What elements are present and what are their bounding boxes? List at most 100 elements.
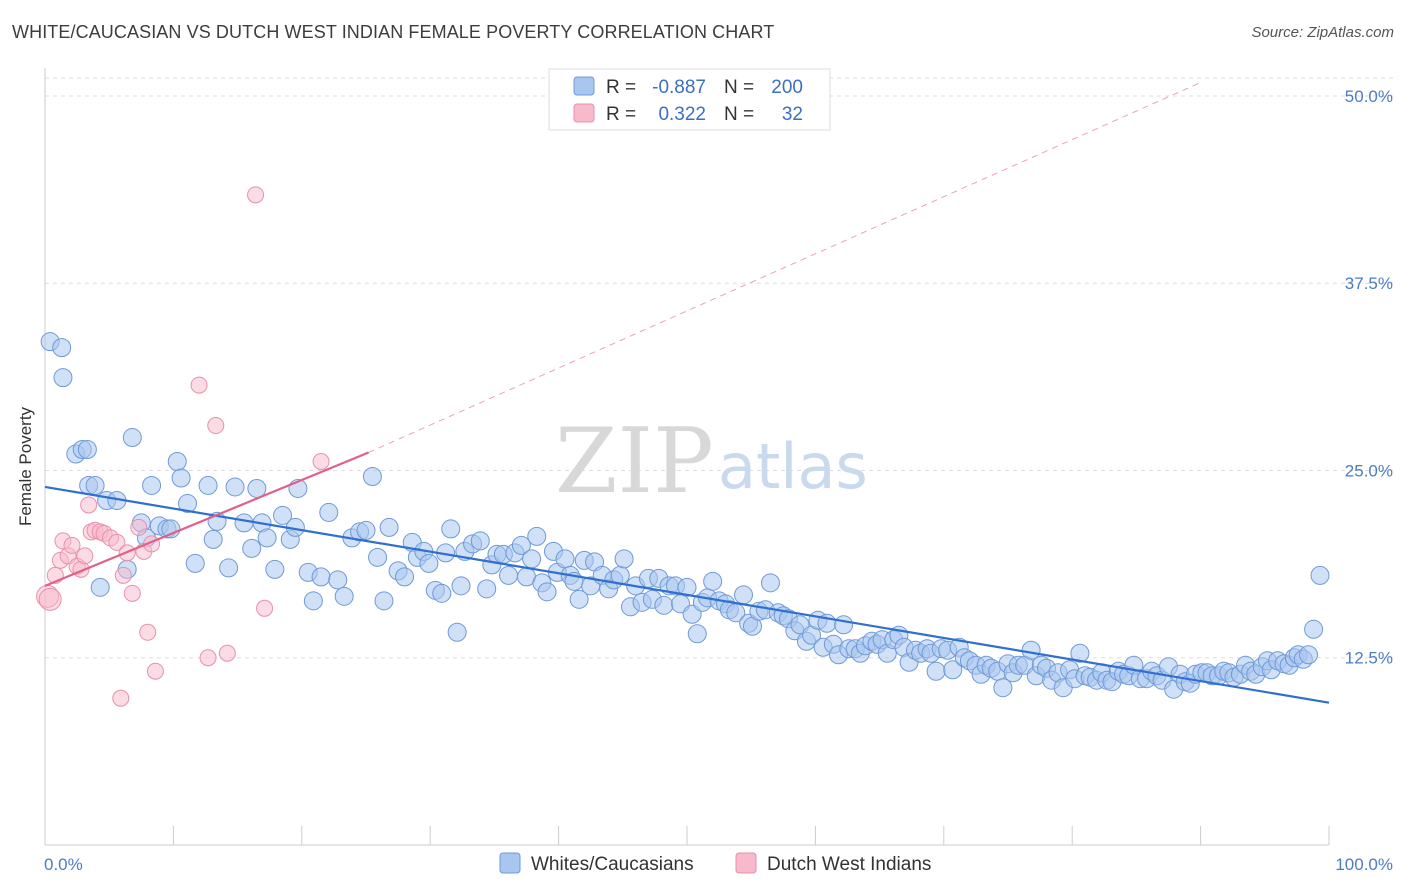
whites-point-46 xyxy=(356,520,376,540)
legend-n-label-pink: N = xyxy=(724,104,754,125)
whites-point-98 xyxy=(654,595,674,615)
whites-point-217 xyxy=(1310,565,1330,585)
dutch-point-28 xyxy=(207,417,225,435)
whites-point-173 xyxy=(1070,643,1090,663)
whites-point-56 xyxy=(419,553,439,573)
whites-point-159 xyxy=(993,678,1013,698)
whites-point-112 xyxy=(733,585,753,605)
whites-point-15 xyxy=(142,475,162,495)
legend-swatch-blue xyxy=(573,76,595,96)
dutch-trend-line xyxy=(44,451,369,587)
whites-point-50 xyxy=(379,517,399,537)
whites-point-22 xyxy=(185,553,205,573)
whites-point-70 xyxy=(499,565,519,585)
whites-point-26 xyxy=(219,558,239,578)
trend-lines xyxy=(44,82,1330,704)
whites-point-62 xyxy=(451,576,471,596)
legend-swatch-pink xyxy=(573,103,595,123)
dutch-point-16 xyxy=(108,533,126,551)
dutch-trend-extension xyxy=(368,82,1201,453)
dutch-point-6 xyxy=(63,536,81,554)
whites-point-12 xyxy=(122,428,142,448)
whites-point-52 xyxy=(395,567,415,587)
dutch-point-18 xyxy=(114,566,132,584)
whites-point-215 xyxy=(1298,645,1318,665)
whites-point-5 xyxy=(77,440,97,460)
whites-point-47 xyxy=(362,466,382,486)
bottom-legend: Whites/Caucasians Dutch West Indians xyxy=(499,852,931,875)
whites-point-58 xyxy=(432,583,452,603)
dutch-point-9 xyxy=(76,547,94,565)
legend-r-value-blue: -0.887 xyxy=(652,77,706,98)
whites-point-24 xyxy=(203,529,223,549)
whites-point-21 xyxy=(178,493,198,513)
whites-point-33 xyxy=(265,559,285,579)
dutch-point-20 xyxy=(123,584,141,602)
whites-point-40 xyxy=(311,567,331,587)
whites-point-130 xyxy=(834,615,854,635)
dutch-point-31 xyxy=(256,599,274,617)
whites-point-2 xyxy=(53,368,73,388)
whites-point-28 xyxy=(234,513,254,533)
whites-point-41 xyxy=(319,502,339,522)
whites-point-65 xyxy=(470,531,490,551)
y-tick-label-1: 25.0% xyxy=(1345,461,1393,480)
whites-point-80 xyxy=(555,549,575,569)
whites-trend-line xyxy=(44,485,1330,704)
dutch-point-1 xyxy=(38,587,62,611)
whites-point-102 xyxy=(677,577,697,597)
legend-box xyxy=(548,68,831,131)
whites-point-104 xyxy=(687,624,707,644)
whites-point-77 xyxy=(537,582,557,602)
bottom-legend-label-whites: Whites/Caucasians xyxy=(531,854,694,875)
whites-point-23 xyxy=(198,475,218,495)
x-tick-label-0: 0.0% xyxy=(44,855,83,874)
source-label: Source: ZipAtlas.com xyxy=(1251,24,1394,41)
whites-point-29 xyxy=(242,538,262,558)
watermark: ZIP atlas xyxy=(555,409,868,514)
whites-point-164 xyxy=(1021,640,1041,660)
dutch-point-10 xyxy=(80,496,98,514)
whites-point-83 xyxy=(569,589,589,609)
whites-point-42 xyxy=(328,570,348,590)
dutch-point-27 xyxy=(199,649,217,667)
whites-point-75 xyxy=(527,526,547,546)
whites-point-150 xyxy=(943,660,963,680)
whites-point-18 xyxy=(161,519,181,539)
whites-point-49 xyxy=(374,591,394,611)
y-tick-label-2: 37.5% xyxy=(1345,274,1393,293)
dutch-point-29 xyxy=(218,644,236,662)
whites-point-48 xyxy=(368,547,388,567)
whites-point-19 xyxy=(167,452,187,471)
x-tick-label-1: 100.0% xyxy=(1335,855,1393,874)
chart-title: WHITE/CAUCASIAN VS DUTCH WEST INDIAN FEM… xyxy=(12,22,775,42)
whites-point-72 xyxy=(511,535,531,555)
whites-point-39 xyxy=(303,591,323,611)
whites-point-91 xyxy=(614,549,634,569)
series-whites-points xyxy=(40,332,1330,699)
whites-point-117 xyxy=(760,573,780,593)
dutch-point-17 xyxy=(112,689,130,707)
legend-r-value-pink: 0.322 xyxy=(658,104,706,125)
whites-point-216 xyxy=(1304,619,1324,639)
whites-point-1 xyxy=(52,338,72,358)
axes xyxy=(44,68,1330,846)
legend: R = -0.887 N = 200 R = 0.322 N = 32 xyxy=(548,68,831,131)
whites-point-34 xyxy=(273,505,293,525)
whites-point-20 xyxy=(171,468,191,488)
y-tick-labels: 12.5% 25.0% 37.5% 50.0% xyxy=(1345,87,1393,668)
whites-point-7 xyxy=(85,475,105,495)
dutch-point-21 xyxy=(130,518,148,536)
y-tick-label-3: 50.0% xyxy=(1345,87,1393,106)
dutch-point-23 xyxy=(139,623,157,641)
whites-point-66 xyxy=(477,579,497,599)
legend-r-label-blue: R = xyxy=(606,77,636,98)
whites-point-27 xyxy=(225,477,245,497)
grid-lines xyxy=(45,77,1395,659)
legend-n-value-pink: 32 xyxy=(782,104,803,125)
whites-point-8 xyxy=(90,577,110,597)
dutch-point-30 xyxy=(247,186,265,204)
legend-r-label-pink: R = xyxy=(606,104,636,125)
whites-point-43 xyxy=(334,586,354,606)
whites-point-32 xyxy=(257,528,277,548)
